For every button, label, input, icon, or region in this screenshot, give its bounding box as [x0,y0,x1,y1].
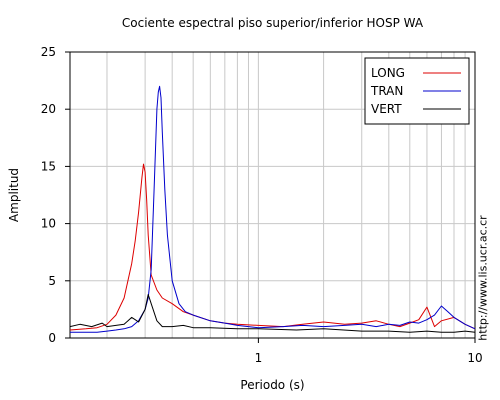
series-line-vert [69,294,476,333]
chart-title: Cociente espectral piso superior/inferio… [121,16,424,30]
y-axis-label: Amplitud [7,167,21,223]
plot-frame [69,51,476,339]
legend-label-long: LONG [371,66,405,80]
y-tick-label: 5 [48,274,56,288]
watermark-url: http://www.lis.ucr.ac.cr [476,215,490,341]
y-tick-label: 25 [41,45,56,59]
legend-label-tran: TRAN [370,84,403,98]
x-axis-label: Periodo (s) [240,378,305,392]
x-tick-label: 1 [255,351,263,365]
legend-label-vert: VERT [371,102,402,116]
y-tick-label: 0 [48,331,56,345]
y-tick-label: 10 [41,217,56,231]
y-tick-label: 15 [41,159,56,173]
series-line-long [69,163,476,331]
x-tick-label: 10 [467,351,482,365]
y-tick-label: 20 [41,102,56,116]
